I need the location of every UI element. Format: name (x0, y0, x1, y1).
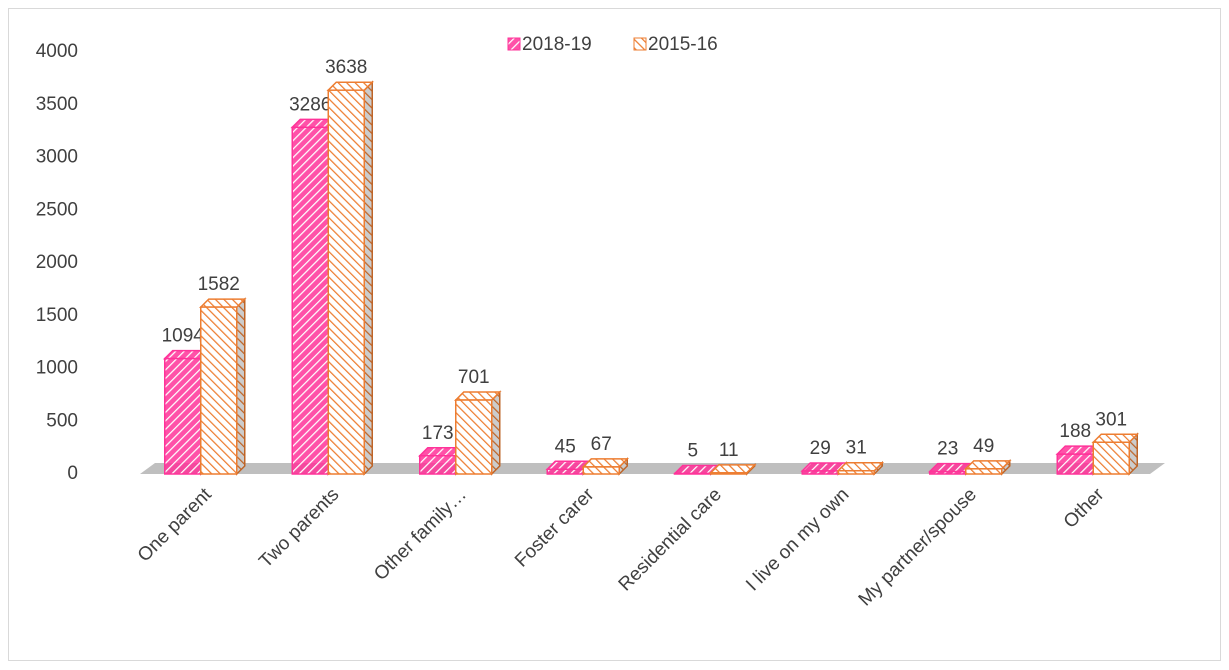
y-tick-label: 3000 (36, 147, 78, 168)
legend-swatch (633, 37, 647, 51)
bar-side (363, 80, 373, 476)
bar-top (963, 460, 1012, 470)
legend-swatch (507, 37, 521, 51)
bar-front (291, 126, 329, 475)
y-tick-label: 2500 (36, 199, 78, 220)
bar-top (708, 464, 757, 474)
y-tick-label: 0 (67, 463, 78, 484)
bar-top (453, 391, 502, 401)
bar-front (200, 306, 238, 475)
bar-front (546, 468, 584, 475)
y-tick-label: 4000 (36, 41, 78, 62)
bar (198, 297, 247, 476)
value-label: 188 (1059, 421, 1091, 442)
bar-top (326, 81, 375, 91)
value-label: 301 (1095, 409, 1127, 430)
value-label: 1582 (198, 274, 240, 295)
bar-front (674, 472, 712, 475)
bar-side (491, 390, 501, 476)
y-tick-label: 500 (46, 410, 78, 431)
bar-front (327, 89, 365, 475)
bar (453, 390, 502, 476)
bar-front (455, 399, 493, 475)
value-label: 701 (458, 367, 490, 388)
value-label: 49 (973, 436, 994, 457)
floor (140, 463, 1165, 474)
bar-front (582, 466, 620, 475)
y-tick-label: 2000 (36, 252, 78, 273)
bar (581, 457, 630, 476)
bar-front (801, 470, 839, 475)
value-label: 31 (846, 438, 867, 459)
value-label: 23 (937, 439, 958, 460)
value-label: 11 (719, 440, 739, 461)
bar-front (710, 472, 748, 475)
legend-label: 2018-19 (522, 34, 592, 55)
value-label: 3638 (325, 57, 367, 78)
y-tick-label: 3500 (36, 94, 78, 115)
bar-front (929, 470, 967, 475)
bar-front (1092, 441, 1130, 475)
value-label: 1094 (162, 326, 205, 347)
bar-front (837, 469, 875, 475)
value-label: 5 (687, 440, 698, 461)
bar-front (419, 454, 457, 475)
value-label: 29 (810, 438, 831, 459)
value-label: 173 (422, 423, 454, 444)
bar-front (1056, 453, 1094, 475)
bar (836, 460, 885, 476)
bar-front (965, 468, 1003, 475)
bar-top (581, 458, 630, 468)
y-tick-label: 1000 (36, 358, 78, 379)
legend-label: 2015-16 (648, 34, 718, 55)
bar (326, 80, 375, 476)
bar-top (836, 461, 885, 472)
value-label: 45 (555, 436, 576, 457)
value-label: 3286 (289, 94, 331, 115)
bar-top (1091, 433, 1140, 443)
bar (963, 459, 1012, 476)
bar-top (198, 298, 247, 308)
bar-side (236, 297, 246, 476)
bar (1091, 432, 1140, 476)
y-tick-label: 1500 (36, 305, 78, 326)
bar (708, 463, 757, 476)
bar-front (164, 357, 202, 475)
value-label: 67 (591, 434, 612, 455)
